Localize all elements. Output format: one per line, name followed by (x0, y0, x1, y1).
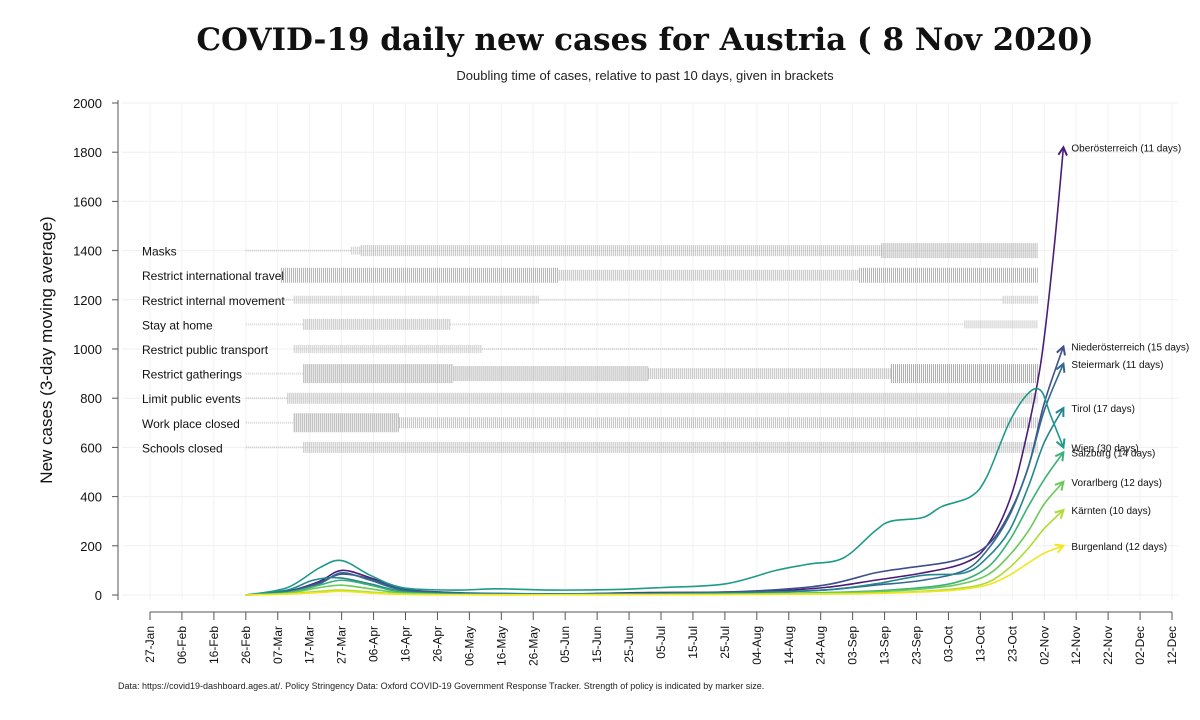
y-tick-label: 1800 (73, 145, 102, 160)
x-tick-label: 04-Aug (750, 626, 764, 665)
gridlines (122, 102, 1178, 600)
chart-title: COVID-19 daily new cases for Austria ( 8… (196, 22, 1094, 58)
x-tick-label: 25-Jun (622, 626, 636, 663)
series-label: Salzburg (14 days) (1071, 448, 1155, 459)
x-tick-label: 13-Sep (878, 626, 892, 665)
policy-label: Restrict gatherings (142, 368, 242, 382)
x-tick-label: 06-Apr (367, 626, 381, 662)
policy-label: Work place closed (142, 417, 240, 431)
x-tick-label: 12-Dec (1165, 626, 1179, 665)
series-arrowhead (1056, 344, 1066, 356)
series-label: Tirol (17 days) (1071, 404, 1135, 415)
series-lines (245, 147, 1065, 596)
chart-subtitle: Doubling time of cases, relative to past… (456, 68, 834, 83)
x-tick-label: 13-Oct (973, 625, 987, 662)
x-tick-label: 27-Mar (335, 626, 349, 664)
x-tick-label: 23-Sep (910, 626, 924, 665)
policy-label: Limit public events (142, 392, 241, 406)
y-axis-label: New cases (3-day moving average) (37, 216, 56, 483)
y-tick-label: 1400 (73, 244, 102, 259)
series-arrowhead (1054, 508, 1065, 520)
x-tick-label: 03-Sep (846, 626, 860, 665)
x-tick-label: 02-Nov (1037, 626, 1051, 665)
series-label: Kärnten (10 days) (1071, 506, 1151, 517)
x-tick-label: 17-Mar (303, 626, 317, 664)
policy-label: Masks (142, 245, 177, 259)
x-tick-label: 16-May (494, 626, 508, 666)
series-line-wien (245, 387, 1065, 596)
series-line-obersterreich (245, 147, 1065, 596)
y-tick-label: 1600 (73, 194, 102, 209)
x-tick-label: 02-Dec (1133, 626, 1147, 665)
x-tick-label: 25-Jul (718, 626, 732, 659)
x-tick-label: 06-Feb (175, 626, 189, 664)
policy-label: Restrict public transport (142, 343, 269, 357)
x-tick-label: 14-Aug (782, 626, 796, 665)
series-line-krnten (245, 509, 1064, 596)
series-line-tirol (245, 407, 1065, 596)
x-tick-label: 26-May (526, 626, 540, 666)
series-label: Oberösterreich (11 days) (1071, 143, 1181, 154)
y-tick-label: 1200 (73, 293, 102, 308)
y-tick-label: 400 (80, 490, 102, 505)
x-tick-label: 06-May (462, 626, 476, 666)
policy-label: Restrict international travel (142, 269, 284, 283)
x-tick-label: 03-Oct (941, 625, 955, 662)
series-arrowhead (1055, 361, 1066, 373)
x-tick-label: 15-Jul (686, 626, 700, 659)
y-tick-label: 2000 (73, 96, 102, 111)
series-arrowhead (1054, 543, 1066, 554)
series-arrowhead (1054, 450, 1065, 462)
policy-label: Schools closed (142, 441, 223, 455)
series-label: Niederösterreich (15 days) (1071, 343, 1189, 354)
series-label: Wien (30 days) (1071, 443, 1138, 454)
series-arrowhead (1055, 406, 1065, 418)
series-arrowhead (1054, 480, 1065, 491)
axes: 0 200 400 600 800 1000 1200 1400 1600 1800 2000 27-… (73, 96, 1179, 666)
series-arrowhead (1055, 438, 1066, 450)
x-tick-label: 26-Feb (239, 626, 253, 664)
policy-label: Stay at home (142, 318, 213, 332)
series-line-niedersterreich (245, 346, 1065, 596)
policy-label: Restrict internal movement (142, 294, 285, 308)
y-tick-label: 200 (80, 539, 102, 554)
y-tick-label: 0 (95, 588, 102, 603)
series-arrowhead (1057, 145, 1068, 156)
x-tick-label: 24-Aug (814, 626, 828, 665)
x-tick-label: 05-Jul (654, 626, 668, 659)
series-arrowheads (1054, 145, 1068, 554)
data-source-note: Data: https://covid19-dashboard.ages.at/… (118, 681, 765, 691)
x-tick-label: 07-Mar (271, 626, 285, 664)
x-tick-label: 12-Nov (1069, 626, 1083, 665)
series-label: Vorarlberg (12 days) (1071, 478, 1162, 489)
series-labels: Oberösterreich (11 days) Niederösterreich… (1071, 143, 1189, 553)
x-tick-label: 05-Jun (558, 626, 572, 663)
y-tick-label: 800 (80, 391, 102, 406)
policy-stringency-bands: Masks Restrict international travel Restri… (142, 243, 1038, 455)
series-label: Steiermark (11 days) (1071, 360, 1163, 371)
x-tick-label: 23-Oct (1005, 625, 1019, 662)
series-label: Burgenland (12 days) (1071, 542, 1167, 553)
series-line-burgenland (245, 545, 1064, 596)
y-tick-label: 600 (80, 440, 102, 455)
x-tick-label: 27-Jan (143, 626, 157, 663)
x-tick-label: 16-Apr (399, 626, 413, 662)
x-tick-label: 16-Feb (207, 626, 221, 664)
x-tick-label: 22-Nov (1101, 626, 1115, 665)
x-tick-label: 26-Apr (430, 626, 444, 662)
x-tick-label: 15-Jun (590, 626, 604, 663)
y-tick-label: 1000 (73, 342, 102, 357)
